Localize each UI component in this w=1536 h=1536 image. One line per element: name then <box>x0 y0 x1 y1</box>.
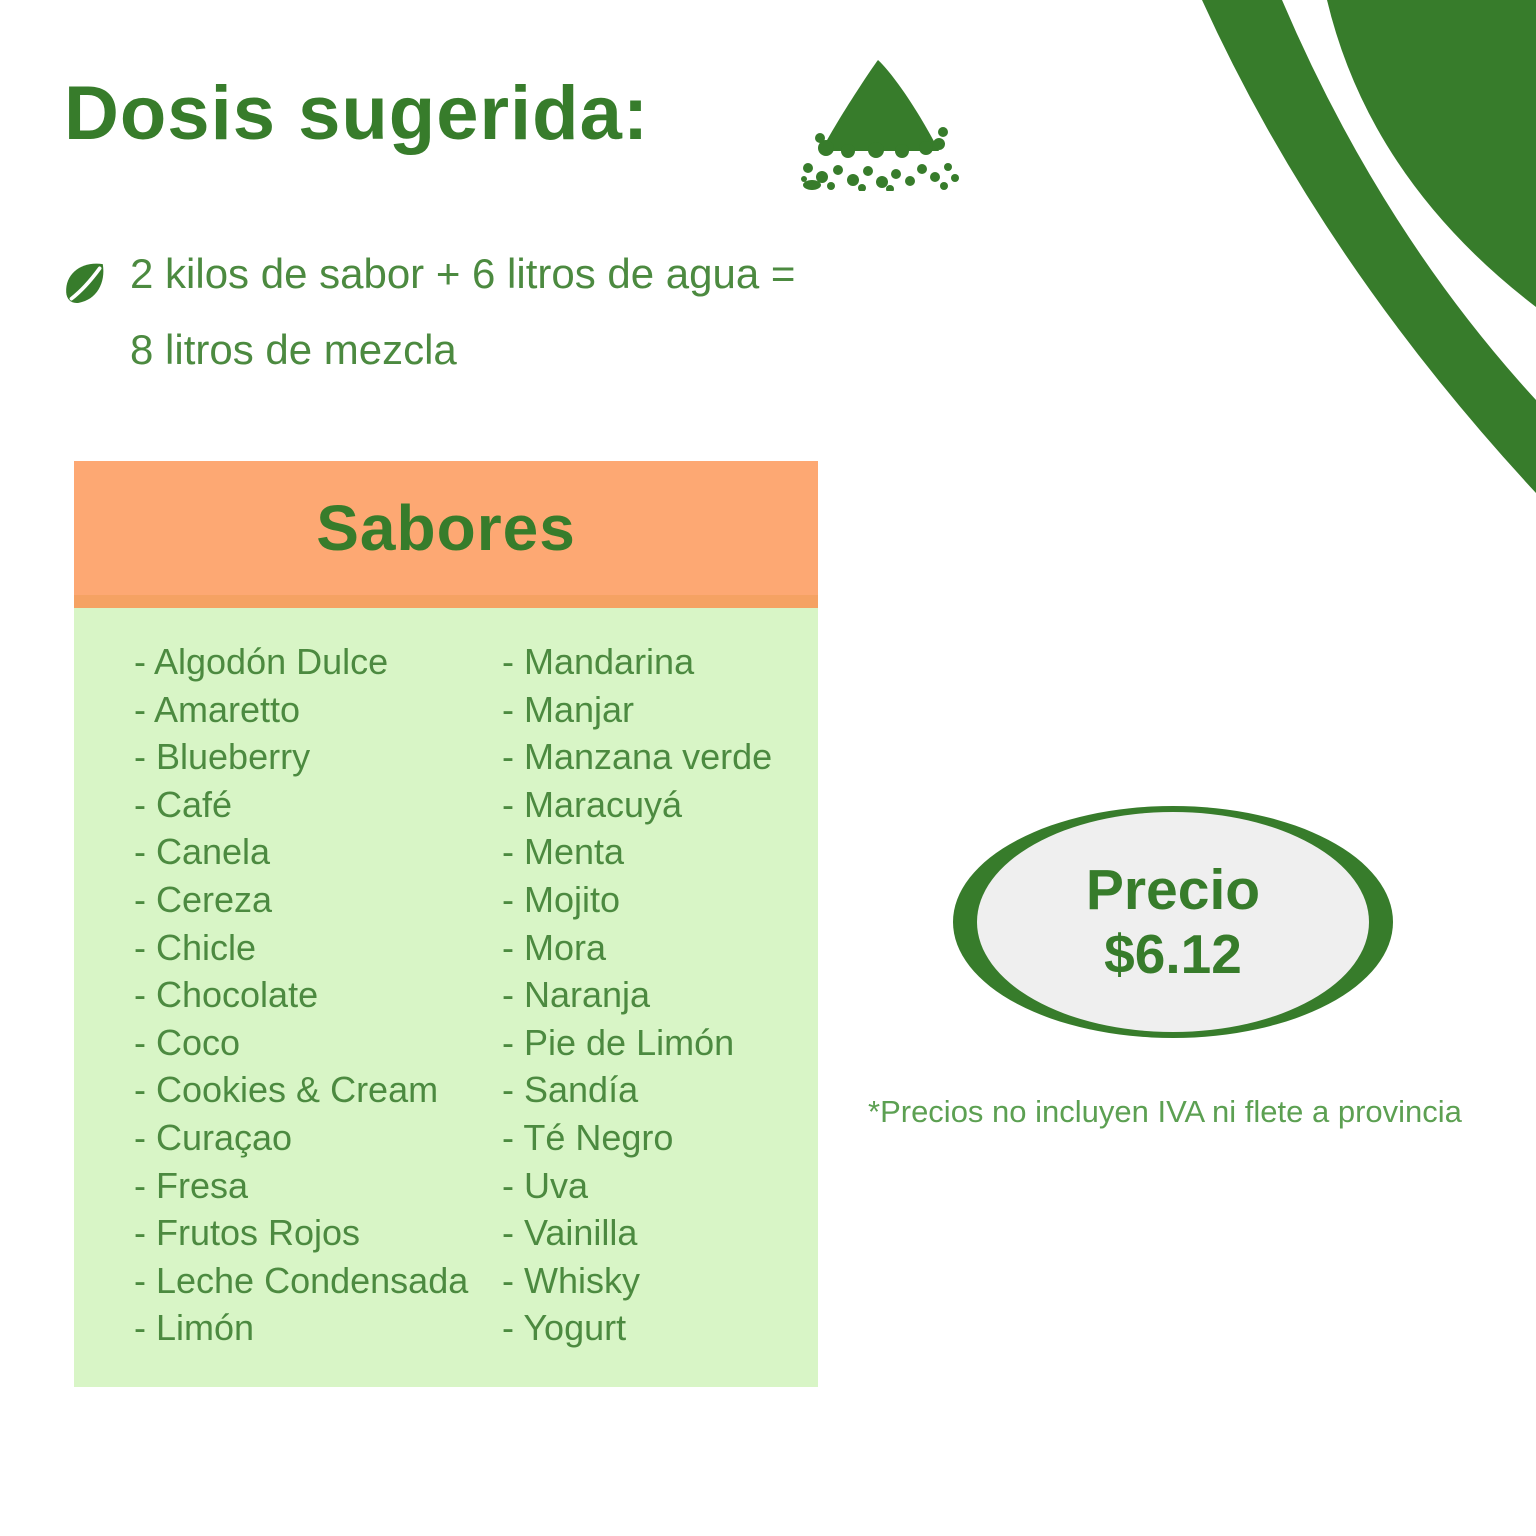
flavor-item: - Coco <box>134 1021 241 1063</box>
flavor-item: - Mora <box>502 926 607 968</box>
flavor-item: - Curaçao <box>134 1116 293 1158</box>
flavors-header-strip <box>74 595 818 608</box>
flavor-item: - Uva <box>502 1164 589 1206</box>
corner-stripe-shape <box>1202 0 1536 493</box>
flavor-item: - Fresa <box>134 1164 249 1206</box>
flavor-item: - Leche Condensada <box>134 1259 469 1301</box>
flavors-card-header: Sabores <box>74 461 818 595</box>
flavor-item: - Chocolate <box>134 974 319 1016</box>
price-badge-inner: Precio $6.12 <box>977 812 1369 1032</box>
flavor-item: - Manzana verde <box>502 736 773 778</box>
flavors-card: Sabores - Algodón Dulce - Amaretto - Blueb… <box>74 461 818 1387</box>
flavor-column-right: - Mandarina - Manjar - Manzana verde - Mara… <box>502 638 818 1387</box>
flavor-item: - Café <box>134 783 233 825</box>
flavor-item: - Frutos Rojos <box>134 1212 361 1254</box>
dosage-line-1: 2 kilos de sabor + 6 litros de agua = <box>130 250 796 297</box>
flavor-item: - Blueberry <box>134 736 311 778</box>
flavor-item: - Vainilla <box>502 1212 638 1254</box>
flavor-item: - Limón <box>134 1307 255 1349</box>
flavor-item: - Té Negro <box>502 1116 674 1158</box>
flavors-card-title: Sabores <box>316 492 576 564</box>
flavor-item: - Amaretto <box>134 688 301 730</box>
dosage-line-2: 8 litros de mezcla <box>130 326 457 374</box>
price-badge: Precio $6.12 <box>953 806 1393 1038</box>
corner-blob-shape <box>1327 0 1536 307</box>
flavor-item: - Pie de Limón <box>502 1021 735 1063</box>
flavor-item: - Cookies & Cream <box>134 1069 439 1111</box>
flavor-item: - Maracuyá <box>502 783 683 825</box>
flavor-item: - Manjar <box>502 688 635 730</box>
flavor-item: - Mandarina <box>502 641 695 682</box>
flavor-item: - Canela <box>134 831 271 873</box>
flavors-card-body: - Algodón Dulce - Amaretto - Blueberry - Ca… <box>74 608 818 1387</box>
leaf-icon <box>66 263 104 304</box>
flavor-column-left: - Algodón Dulce - Amaretto - Blueberry - Ca… <box>134 638 502 1387</box>
flavor-item: - Sandía <box>502 1069 639 1111</box>
flavor-item: - Menta <box>502 831 625 873</box>
price-value: $6.12 <box>1104 923 1242 985</box>
flavor-item: - Mojito <box>502 878 621 920</box>
flavor-item: - Cereza <box>134 878 273 920</box>
powder-pile-icon <box>801 60 959 191</box>
flavor-item: - Chicle <box>134 926 257 968</box>
dosage-text: 2 kilos de sabor + 6 litros de agua = 8 … <box>130 250 796 374</box>
price-label: Precio <box>1085 858 1261 922</box>
flavor-item: - Naranja <box>502 974 651 1016</box>
page-title: Dosis sugerida: <box>64 71 650 156</box>
flavor-item: - Yogurt <box>502 1307 627 1349</box>
price-footnote: *Precios no incluyen IVA ni flete a prov… <box>868 1094 1462 1129</box>
dosage-note: 2 kilos de sabor + 6 litros de agua = 8 … <box>62 250 796 374</box>
flavor-item: - Whisky <box>502 1259 640 1301</box>
flavor-item: - Algodón Dulce <box>134 641 389 682</box>
